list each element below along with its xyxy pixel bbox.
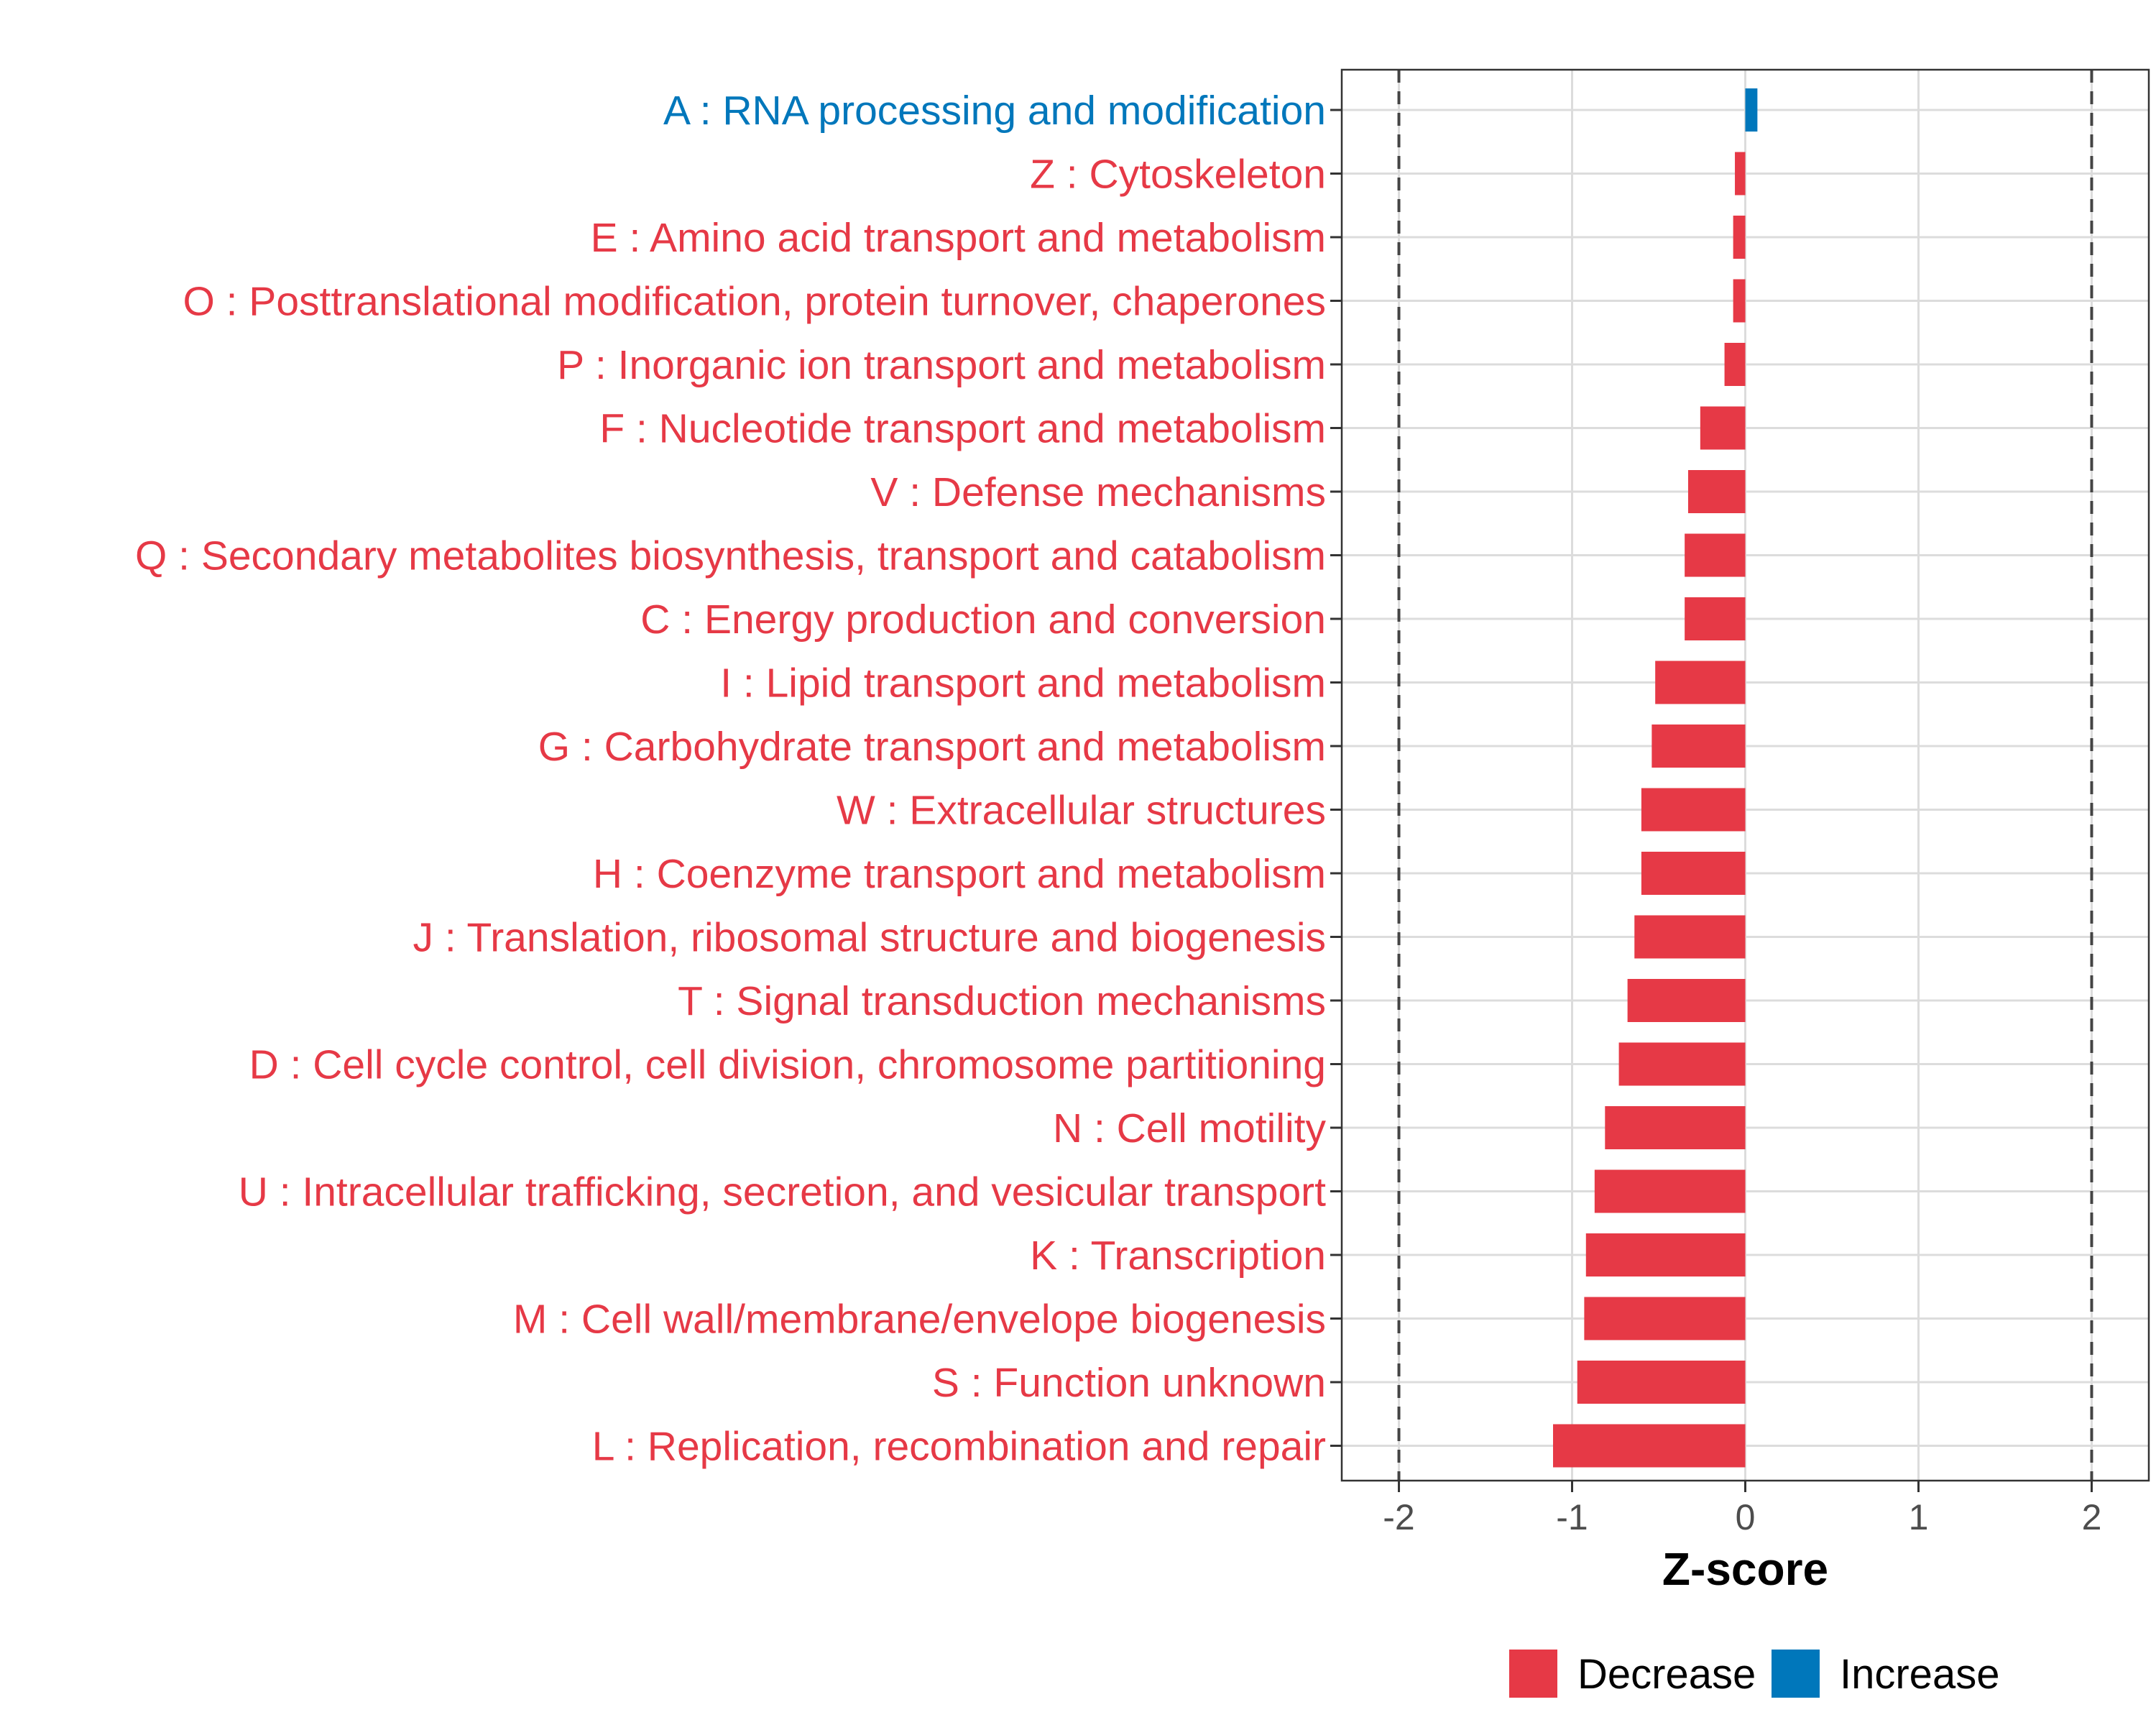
bar bbox=[1700, 406, 1746, 450]
threshold-lines bbox=[1397, 70, 2093, 1481]
category-label: G : Carbohydrate transport and metabolis… bbox=[538, 724, 1326, 770]
category-label: A : RNA processing and modification bbox=[663, 88, 1326, 134]
category-label: K : Transcription bbox=[1030, 1233, 1326, 1279]
category-label: N : Cell motility bbox=[1053, 1105, 1327, 1151]
category-label: Z : Cytoskeleton bbox=[1030, 152, 1326, 198]
legend-label-decrease: Decrease bbox=[1577, 1651, 1756, 1698]
bar bbox=[1627, 979, 1746, 1022]
x-axis-ticks: -2 -1 0 1 2 bbox=[1383, 1481, 2101, 1537]
legend-key-increase bbox=[1772, 1650, 1820, 1698]
category-label: U : Intracellular trafficking, secretion… bbox=[239, 1169, 1326, 1215]
category-label: L : Replication, recombination and repai… bbox=[592, 1424, 1326, 1470]
bar bbox=[1685, 597, 1746, 640]
category-label: E : Amino acid transport and metabolism bbox=[591, 215, 1326, 261]
y-axis-ticks bbox=[1330, 109, 1342, 1447]
legend: Decrease Increase bbox=[1509, 1650, 1999, 1698]
x-tick-label: -2 bbox=[1383, 1497, 1414, 1537]
bar bbox=[1641, 852, 1746, 895]
bar bbox=[1641, 788, 1746, 832]
bar bbox=[1577, 1361, 1746, 1404]
legend-key-decrease bbox=[1509, 1650, 1557, 1698]
category-label: V : Defense mechanisms bbox=[870, 469, 1326, 515]
bar bbox=[1618, 1042, 1746, 1086]
bar bbox=[1687, 470, 1746, 513]
category-label: T : Signal transduction mechanisms bbox=[678, 978, 1326, 1024]
bar bbox=[1651, 724, 1746, 768]
bar bbox=[1553, 1424, 1746, 1468]
bar bbox=[1594, 1169, 1746, 1213]
bar bbox=[1605, 1106, 1746, 1149]
x-tick-label: -1 bbox=[1556, 1497, 1588, 1537]
bar bbox=[1585, 1233, 1746, 1276]
category-label: P : Inorganic ion transport and metaboli… bbox=[557, 342, 1326, 388]
legend-label-increase: Increase bbox=[1840, 1651, 1999, 1698]
bar bbox=[1634, 915, 1746, 959]
bars bbox=[1553, 88, 1758, 1468]
category-label: H : Coenzyme transport and metabolism bbox=[593, 851, 1326, 897]
x-tick-label: 2 bbox=[2082, 1497, 2102, 1537]
x-tick-label: 0 bbox=[1736, 1497, 1756, 1537]
category-label: F : Nucleotide transport and metabolism bbox=[599, 406, 1326, 452]
category-label: O : Posttranslational modification, prot… bbox=[183, 279, 1326, 325]
bar bbox=[1745, 88, 1758, 132]
bar bbox=[1724, 343, 1746, 386]
bar bbox=[1733, 279, 1746, 323]
x-axis-title: Z-score bbox=[1662, 1543, 1828, 1595]
bar bbox=[1685, 533, 1746, 577]
bar bbox=[1735, 152, 1746, 196]
category-label: Q : Secondary metabolites biosynthesis, … bbox=[135, 533, 1326, 579]
bar bbox=[1584, 1297, 1746, 1340]
category-labels: A : RNA processing and modification Z : C… bbox=[135, 88, 1327, 1470]
category-label: S : Function unknown bbox=[932, 1360, 1326, 1406]
category-label: M : Cell wall/membrane/envelope biogenes… bbox=[513, 1297, 1326, 1343]
category-label: C : Energy production and conversion bbox=[640, 597, 1326, 643]
x-tick-label: 1 bbox=[1909, 1497, 1929, 1537]
category-label: J : Translation, ribosomal structure and… bbox=[413, 915, 1326, 961]
category-label: I : Lipid transport and metabolism bbox=[720, 661, 1326, 707]
bar bbox=[1655, 661, 1746, 704]
category-label: W : Extracellular structures bbox=[837, 788, 1326, 834]
bar bbox=[1733, 216, 1746, 259]
category-label: D : Cell cycle control, cell division, c… bbox=[249, 1042, 1326, 1088]
